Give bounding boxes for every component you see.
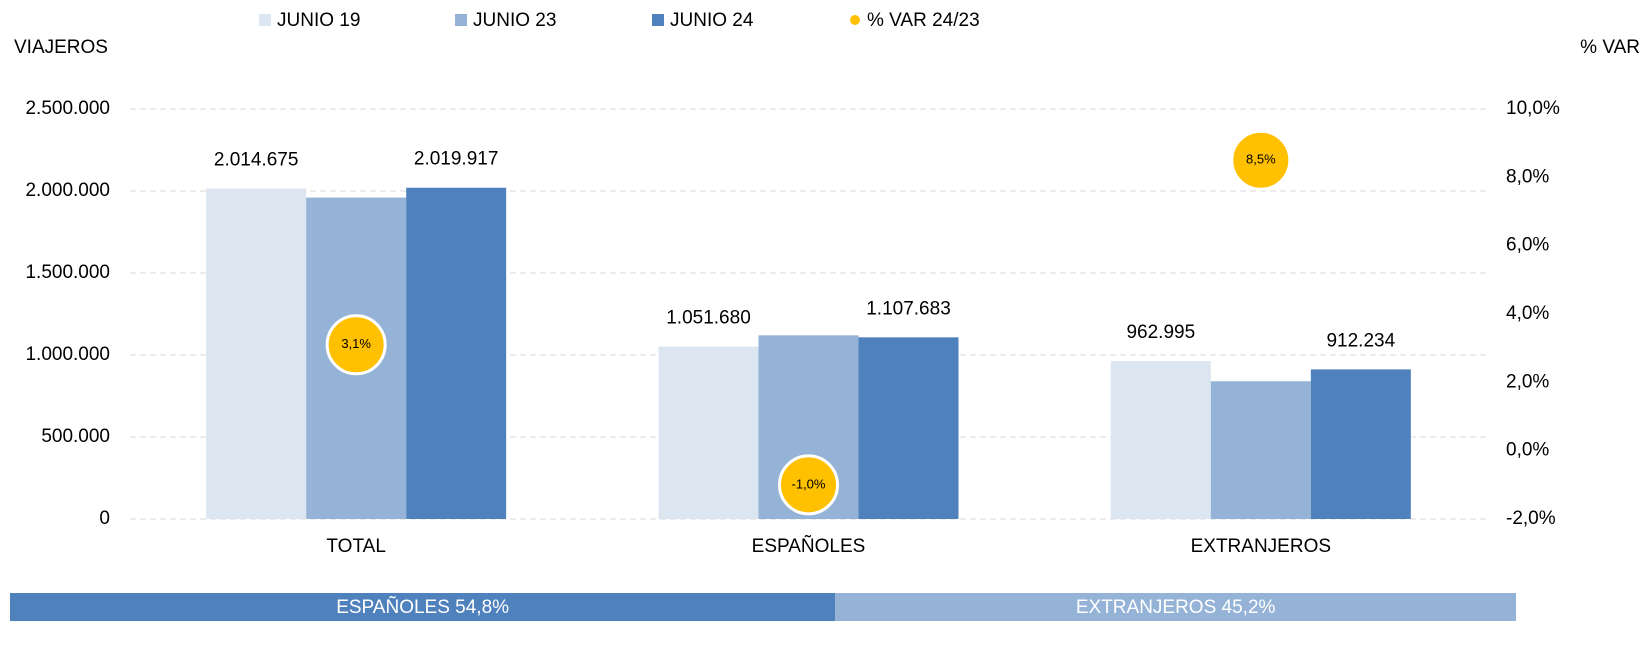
data-label: 1.107.683: [866, 298, 951, 319]
y-tick-label: 0: [99, 508, 110, 529]
data-label: 912.234: [1326, 330, 1395, 351]
legend-marker: [850, 15, 860, 25]
bar: [658, 346, 759, 519]
legend-marker: [455, 14, 467, 26]
marker: [1230, 129, 1292, 191]
share-segment: [10, 593, 836, 621]
data-label: 2.019.917: [414, 149, 499, 170]
y-tick-label: 2.500.000: [25, 98, 110, 119]
data-label: 3,1%: [341, 336, 371, 351]
bar: [1110, 361, 1211, 519]
bar: [1210, 381, 1311, 519]
marker: [778, 454, 839, 516]
data-label: 1.051.680: [666, 308, 751, 329]
share-label: EXTRANJEROS 45,2%: [1076, 597, 1276, 618]
share-label: ESPAÑOLES 54,8%: [336, 596, 509, 618]
legend-label: % VAR 24/23: [867, 10, 980, 31]
legend-label: JUNIO 23: [473, 10, 556, 31]
y2-tick-label: 0,0%: [1506, 440, 1549, 461]
y-axis-title: VIAJEROS: [14, 37, 108, 58]
y2-tick-label: 10,0%: [1506, 98, 1560, 119]
bar: [1310, 369, 1411, 519]
share-segment: [835, 593, 1516, 621]
data-label: -1,0%: [792, 476, 826, 491]
bar: [406, 187, 507, 519]
x-tick-label: ESPAÑOLES: [752, 535, 866, 557]
y2-tick-label: 2,0%: [1506, 371, 1549, 392]
y-tick-label: 1.500.000: [25, 262, 110, 283]
legend-marker: [259, 14, 271, 26]
y2-tick-label: 8,0%: [1506, 166, 1549, 187]
data-label: 962.995: [1126, 322, 1195, 343]
y2-axis-title: % VAR: [1580, 37, 1640, 58]
data-label: 2.014.675: [214, 150, 299, 171]
y-tick-label: 500.000: [41, 426, 110, 447]
y2-tick-label: -2,0%: [1506, 508, 1556, 529]
x-tick-label: EXTRANJEROS: [1191, 536, 1331, 557]
y-tick-label: 1.000.000: [25, 344, 110, 365]
y2-tick-label: 6,0%: [1506, 235, 1549, 256]
legend-label: JUNIO 24: [670, 10, 754, 31]
legend-label: JUNIO 19: [277, 10, 360, 31]
y2-tick-label: 4,0%: [1506, 303, 1549, 324]
bar: [206, 188, 307, 519]
y-tick-label: 2.000.000: [25, 180, 110, 201]
marker: [325, 314, 387, 376]
bar: [858, 337, 959, 519]
legend-marker: [652, 14, 664, 26]
data-label: 8,5%: [1246, 152, 1276, 167]
x-tick-label: TOTAL: [326, 536, 385, 557]
